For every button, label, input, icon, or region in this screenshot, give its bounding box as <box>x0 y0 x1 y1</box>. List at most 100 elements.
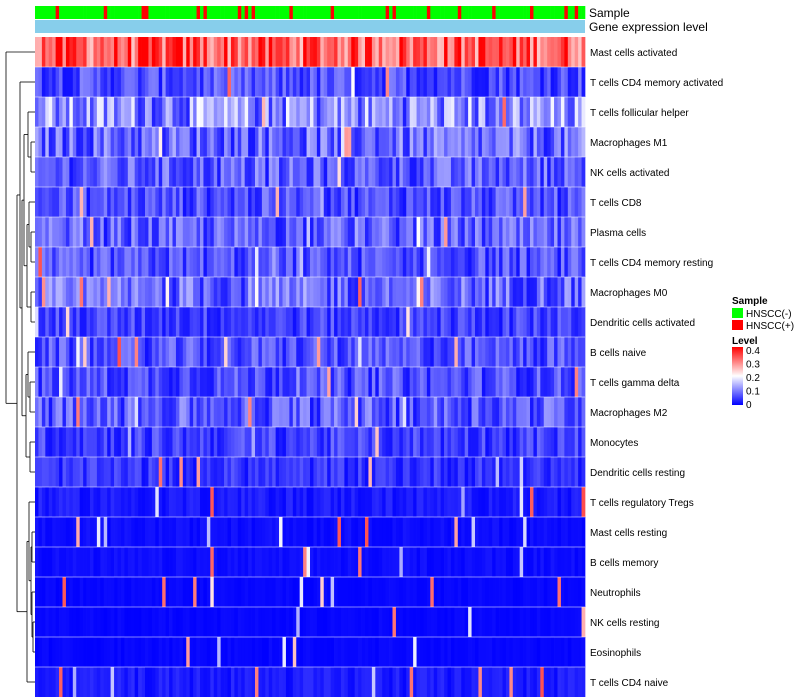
heatmap-cell <box>437 427 441 457</box>
heatmap-cell <box>230 97 235 127</box>
heatmap-cell <box>454 157 459 187</box>
heatmap-cell <box>114 607 118 637</box>
heatmap-cell <box>323 637 328 667</box>
expression-annotation-track <box>35 20 585 33</box>
heatmap-cell <box>375 247 380 277</box>
heatmap-row <box>35 517 586 547</box>
heatmap-cell <box>296 67 301 97</box>
heatmap-cell <box>189 487 194 517</box>
heatmap-cell <box>347 67 352 97</box>
heatmap-cell <box>248 157 252 187</box>
heatmap-cell <box>488 397 493 427</box>
heatmap-cell <box>454 487 459 517</box>
heatmap-cell <box>285 37 290 67</box>
sample-cell <box>468 6 472 19</box>
heatmap-cell <box>272 517 276 547</box>
heatmap-cell <box>182 667 187 697</box>
heatmap-cell <box>210 307 215 337</box>
heatmap-cell <box>72 577 77 607</box>
heatmap-cell <box>574 37 579 67</box>
heatmap-cell <box>571 97 576 127</box>
heatmap-cell <box>416 247 421 277</box>
heatmap-cell <box>244 577 249 607</box>
heatmap-cell <box>389 547 393 577</box>
heatmap-cell <box>38 607 43 637</box>
heatmap-cell <box>86 667 91 697</box>
heatmap-cell <box>461 157 466 187</box>
heatmap-cell <box>505 37 510 67</box>
heatmap-cell <box>468 487 472 517</box>
heatmap-cell <box>86 517 91 547</box>
heatmap-cell <box>203 607 208 637</box>
heatmap-cell <box>378 37 383 67</box>
heatmap-cell <box>557 127 562 157</box>
sample-cell <box>230 6 235 19</box>
heatmap-cell <box>110 577 115 607</box>
heatmap-cell <box>248 217 252 247</box>
heatmap-cell <box>189 427 194 457</box>
heatmap-cell <box>406 277 411 307</box>
heatmap-cell <box>330 637 335 667</box>
heatmap-cell <box>299 187 304 217</box>
heatmap-cell <box>165 247 170 277</box>
heatmap-cell <box>581 37 586 67</box>
heatmap-cell <box>499 547 503 577</box>
heatmap-cell <box>464 607 469 637</box>
heatmap-cell <box>547 337 551 367</box>
heatmap-cell <box>179 67 184 97</box>
heatmap-cell <box>440 457 445 487</box>
heatmap-cell <box>420 307 424 337</box>
heatmap-cell <box>347 397 352 427</box>
heatmap-cell <box>533 487 538 517</box>
heatmap-cell <box>285 637 290 667</box>
heatmap-cell <box>124 187 129 217</box>
heatmap-cell <box>165 337 170 367</box>
heatmap-cell <box>382 37 386 67</box>
heatmap-cell <box>145 517 149 547</box>
heatmap-cell <box>543 67 548 97</box>
heatmap-cell <box>275 517 280 547</box>
heatmap-cell <box>457 217 462 247</box>
sample-cell <box>107 6 111 19</box>
heatmap-cell <box>268 187 273 217</box>
heatmap-cell <box>420 607 424 637</box>
heatmap-cell <box>189 157 194 187</box>
heatmap-cell <box>536 487 541 517</box>
heatmap-cell <box>395 307 400 337</box>
heatmap-cell <box>196 487 201 517</box>
heatmap-cell <box>557 457 562 487</box>
heatmap-cell <box>543 217 548 247</box>
heatmap-cell <box>234 97 239 127</box>
heatmap-cell <box>227 247 232 277</box>
heatmap-cell <box>578 127 582 157</box>
heatmap-cell <box>399 217 404 247</box>
heatmap-cell <box>141 127 146 157</box>
heatmap-cell <box>90 97 94 127</box>
heatmap-cell <box>550 217 555 247</box>
heatmap-cell <box>120 217 125 247</box>
sample-cell <box>560 6 565 19</box>
heatmap-cell <box>447 157 452 187</box>
heatmap-cell <box>248 607 252 637</box>
heatmap-cell <box>169 397 173 427</box>
heatmap-cell <box>492 547 496 577</box>
heatmap-cell <box>141 487 146 517</box>
heatmap-cell <box>227 547 232 577</box>
heatmap-cell <box>196 667 201 697</box>
heatmap-cell <box>41 667 46 697</box>
heatmap-cell <box>313 607 318 637</box>
heatmap-cell <box>358 577 362 607</box>
heatmap-cell <box>447 187 452 217</box>
heatmap-cell <box>217 67 221 97</box>
sample-cell <box>399 6 404 19</box>
heatmap-cell <box>83 457 87 487</box>
heatmap-cell <box>203 97 208 127</box>
heatmap-cell <box>485 667 490 697</box>
heatmap-cell <box>172 577 177 607</box>
heatmap-cell <box>100 97 105 127</box>
heatmap-cell <box>193 607 197 637</box>
heatmap-cell <box>512 457 517 487</box>
heatmap-cell <box>554 637 558 667</box>
heatmap-cell <box>114 667 118 697</box>
heatmap-cell <box>402 487 407 517</box>
